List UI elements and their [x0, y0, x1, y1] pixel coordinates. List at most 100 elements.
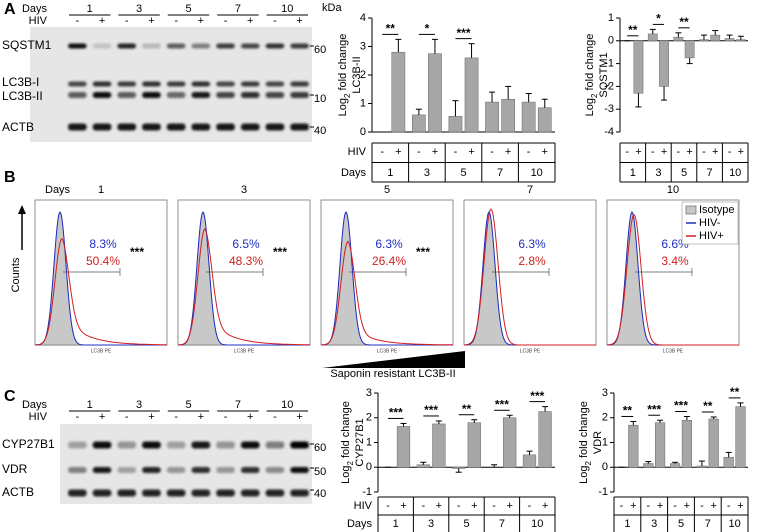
- hiv-neg-curve: [35, 210, 167, 346]
- blot-band: [166, 123, 186, 131]
- gradient-label: Saponin resistant LC3B-II: [330, 368, 455, 380]
- hiv-pos-percent: 26.4%: [372, 254, 406, 268]
- hiv-sign: +: [296, 15, 302, 27]
- x-tick-label: 10: [729, 167, 741, 179]
- day-label: 5: [185, 399, 191, 411]
- series-sign: -: [454, 146, 458, 158]
- hiv-pos-percent: 50.4%: [86, 254, 120, 268]
- y-tick-label: 2: [602, 412, 608, 424]
- bar: [681, 419, 692, 468]
- histogram: [34, 199, 168, 346]
- bar: [416, 464, 430, 468]
- panel-label: B: [4, 169, 16, 186]
- bar: [432, 423, 446, 468]
- hiv-sign: -: [224, 411, 228, 423]
- significance: ***: [389, 406, 403, 420]
- hiv-sign: -: [273, 411, 277, 423]
- significance: ***: [456, 26, 470, 40]
- blot-band: [191, 92, 211, 98]
- x-tick-label: 7: [705, 518, 711, 530]
- series-sign: -: [646, 500, 650, 512]
- series-sign: +: [505, 146, 511, 158]
- day-label: 7: [235, 399, 241, 411]
- legend-swatch: [685, 205, 697, 215]
- blot-band: [265, 43, 285, 49]
- y-tick-label: -1: [362, 486, 372, 498]
- x-tick-label: 3: [655, 167, 661, 179]
- series-sign: -: [528, 500, 532, 512]
- category-row-label: Days: [341, 167, 367, 179]
- series-sign: -: [490, 146, 494, 158]
- blot-band: [142, 489, 161, 497]
- blot-band: [240, 123, 260, 131]
- y-axis-label-part: Log: [337, 98, 349, 116]
- blot-band: [240, 467, 260, 473]
- panel-label: A: [4, 1, 16, 18]
- y-axis-label-part: fold change: [584, 34, 596, 94]
- significance: ***: [130, 245, 144, 259]
- hiv-pos-curve: [607, 213, 739, 346]
- y-axis-label-part: 2: [343, 93, 352, 98]
- bar: [659, 40, 669, 87]
- blot-band: [68, 489, 87, 497]
- y-tick-label: 0: [608, 35, 614, 47]
- x-tick-label: 1: [624, 518, 630, 530]
- blot-band: [92, 81, 112, 87]
- y-tick-label: -2: [604, 80, 614, 92]
- day-label: 7: [235, 3, 241, 15]
- y-tick-label: 1: [602, 436, 608, 448]
- bar: [633, 40, 644, 94]
- blot-band: [68, 441, 87, 449]
- x-tick-label: 5: [681, 167, 687, 179]
- y-axis-label-part: 2: [346, 461, 355, 466]
- bar: [724, 38, 735, 42]
- bar: [643, 463, 654, 468]
- hiv-sign: -: [76, 411, 80, 423]
- protein-label: LC3B-II: [2, 89, 43, 103]
- series-sign: -: [457, 500, 461, 512]
- x-tick-label: 10: [531, 518, 543, 530]
- blot-band: [265, 441, 285, 449]
- blot-band: [240, 43, 260, 49]
- bar: [428, 53, 442, 133]
- bar: [537, 107, 552, 133]
- blot-band: [290, 441, 309, 449]
- hiv-neg-percent: 6.5%: [232, 237, 260, 251]
- hiv-pos-percent: 3.4%: [661, 254, 689, 268]
- y-tick-label: 3: [366, 387, 372, 399]
- blot-band: [265, 467, 285, 473]
- counts-arrowhead: [18, 205, 26, 214]
- blot-band: [142, 92, 161, 98]
- blot-band: [290, 123, 309, 131]
- histogram: [177, 199, 311, 346]
- x-axis-label: LC3B PE: [91, 348, 112, 354]
- bar: [391, 51, 406, 133]
- days-label: Days: [22, 3, 48, 15]
- kda-label: kDa: [322, 2, 342, 14]
- blot-band: [142, 467, 161, 473]
- y-axis-label: Counts: [10, 257, 22, 292]
- blot-band: [92, 43, 112, 49]
- series-sign: +: [400, 500, 406, 512]
- series-row-label: HIV: [354, 500, 373, 512]
- significance: ***: [530, 389, 544, 403]
- blot-band: [290, 43, 309, 49]
- x-axis-label: LC3B PE: [234, 348, 255, 354]
- blot-band: [68, 92, 87, 98]
- hiv-sign: +: [148, 411, 154, 423]
- significance: **: [679, 15, 689, 29]
- x-tick-label: 3: [651, 518, 657, 530]
- hiv-pos-curve: [178, 227, 311, 346]
- series-sign: +: [737, 500, 743, 512]
- y-tick-label: 3: [360, 40, 366, 52]
- blot-band: [240, 441, 260, 449]
- y-tick-label: -1: [598, 486, 608, 498]
- series-sign: +: [686, 146, 692, 158]
- blot-band: [92, 123, 112, 131]
- legend-label: HIV+: [699, 230, 724, 242]
- y-axis-label-part: fold change: [578, 401, 590, 461]
- blot-band: [142, 123, 161, 131]
- x-tick-label: 5: [463, 518, 469, 530]
- hiv-sign: +: [198, 15, 204, 27]
- blot-band: [142, 43, 161, 49]
